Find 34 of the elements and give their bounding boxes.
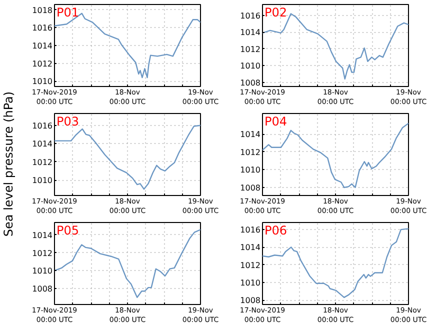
y-tick-label: 1010 [240, 62, 260, 71]
chart-title: P05 [56, 224, 80, 238]
y-tick-label: 1010 [240, 166, 260, 175]
y-tick-label: 1008 [32, 284, 52, 294]
y-tick-label: 1010 [240, 278, 260, 288]
y-tick-label: 1016 [32, 24, 52, 33]
y-tick-label: 1016 [240, 11, 260, 20]
y-tick-label: 1014 [32, 42, 52, 50]
y-tick-label: 1010 [32, 77, 52, 86]
chart-title: P03 [56, 114, 80, 128]
y-tick-label: 1016 [240, 226, 260, 235]
y-tick-label: 1010 [32, 266, 52, 276]
y-tick-label: 1012 [32, 248, 52, 258]
y-tick-label: 1012 [240, 148, 260, 157]
y-tick-label: 1012 [32, 158, 52, 167]
y-tick-label: 1010 [32, 176, 52, 186]
chart-title: P01 [56, 6, 80, 20]
y-tick-label: 1012 [240, 260, 260, 270]
y-axis-title: Sea level pressure (hPa) [2, 91, 16, 237]
y-tick-label: 1012 [240, 44, 260, 54]
y-tick-label: 1014 [32, 140, 52, 149]
chart-title: P02 [264, 6, 288, 20]
y-tick-label: 1016 [32, 121, 52, 130]
y-tick-label: 1008 [240, 183, 260, 192]
y-tick-label: 1008 [240, 78, 260, 88]
y-tick-label: 1014 [240, 130, 260, 139]
y-tick-label: 1014 [240, 28, 260, 38]
y-tick-label: 1012 [32, 59, 52, 68]
chart-title: P06 [264, 224, 288, 238]
y-tick-label: 1008 [240, 296, 260, 306]
y-tick-label: 1014 [240, 243, 260, 252]
chart-title: P04 [264, 114, 288, 128]
y-tick-label: 1014 [32, 230, 52, 240]
y-tick-label: 1018 [32, 6, 52, 15]
